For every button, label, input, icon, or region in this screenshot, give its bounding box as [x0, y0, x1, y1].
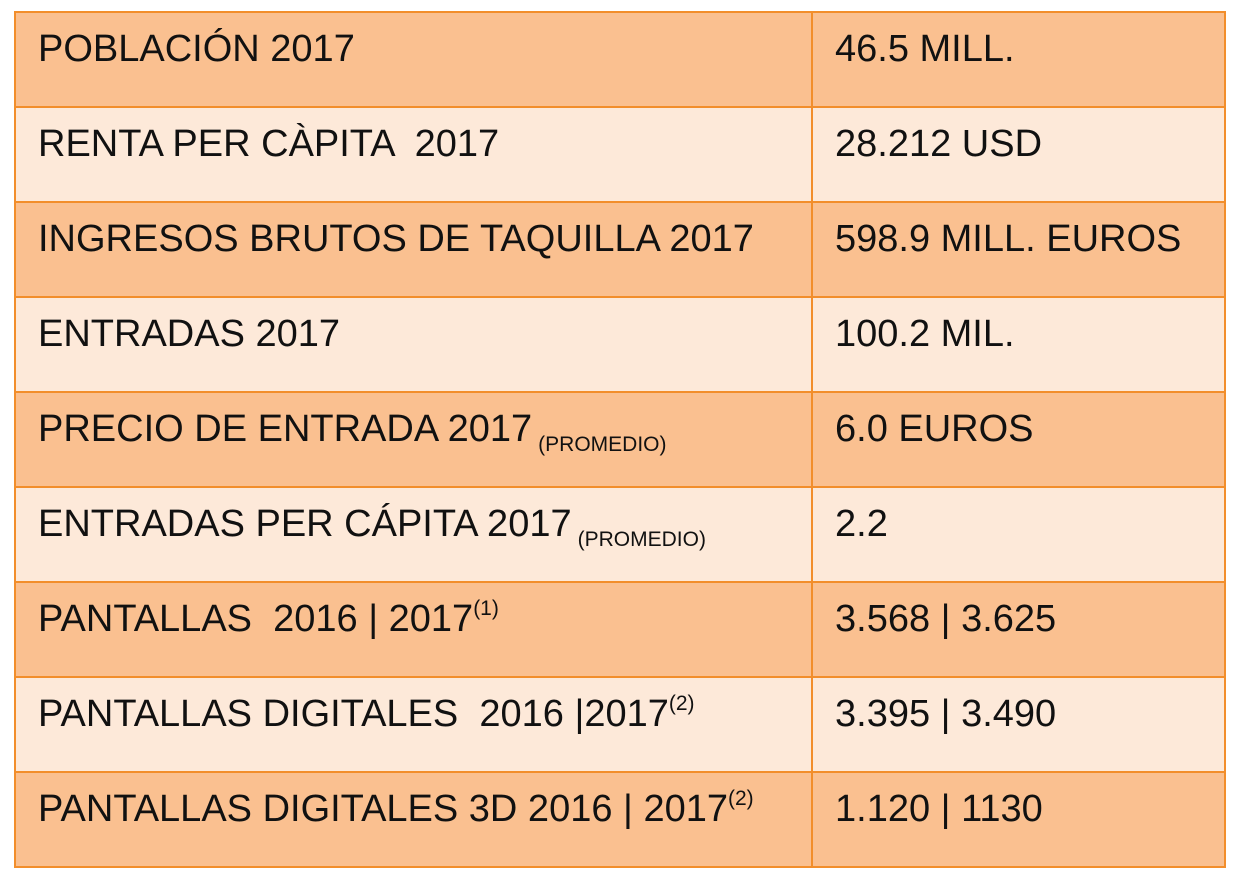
- row-value: 1.120 | 1130: [835, 788, 1043, 830]
- table-row: PANTALLAS 2016 | 2017(1) 3.568 | 3.625: [14, 581, 1226, 678]
- row-value-cell: 3.395 | 3.490: [811, 676, 1226, 773]
- row-value-cell: 2.2: [811, 486, 1226, 583]
- row-value: 6.0 EUROS: [835, 408, 1034, 450]
- row-value-cell: 1.120 | 1130: [811, 771, 1226, 868]
- table-row: POBLACIÓN 2017 46.5 MILL.: [14, 11, 1226, 108]
- row-label-cell: POBLACIÓN 2017: [14, 11, 813, 108]
- row-note: (PROMEDIO): [577, 528, 706, 551]
- row-label-cell: PANTALLAS 2016 | 2017(1): [14, 581, 813, 678]
- row-value-cell: 46.5 MILL.: [811, 11, 1226, 108]
- row-value-cell: 3.568 | 3.625: [811, 581, 1226, 678]
- row-value-cell: 6.0 EUROS: [811, 391, 1226, 488]
- row-value-cell: 598.9 MILL. EUROS: [811, 201, 1226, 298]
- row-value: 46.5 MILL.: [835, 28, 1015, 70]
- row-label: INGRESOS BRUTOS DE TAQUILLA 2017: [38, 218, 754, 260]
- row-label-cell: PRECIO DE ENTRADA 2017 (PROMEDIO): [14, 391, 813, 488]
- row-label-cell: PANTALLAS DIGITALES 3D 2016 | 2017(2): [14, 771, 813, 868]
- row-label: RENTA PER CÀPITA 2017: [38, 123, 500, 165]
- table-row: INGRESOS BRUTOS DE TAQUILLA 2017 598.9 M…: [14, 201, 1226, 298]
- row-value-cell: 28.212 USD: [811, 106, 1226, 203]
- row-label-cell: ENTRADAS PER CÁPITA 2017 (PROMEDIO): [14, 486, 813, 583]
- row-value: 28.212 USD: [835, 123, 1043, 165]
- table-row: PANTALLAS DIGITALES 2016 |2017(2) 3.395 …: [14, 676, 1226, 773]
- table-row: ENTRADAS PER CÁPITA 2017 (PROMEDIO) 2.2: [14, 486, 1226, 583]
- row-value-cell: 100.2 MIL.: [811, 296, 1226, 393]
- row-value: 2.2: [835, 503, 888, 545]
- row-label-cell: RENTA PER CÀPITA 2017: [14, 106, 813, 203]
- row-value: 3.568 | 3.625: [835, 598, 1057, 640]
- row-label: PANTALLAS DIGITALES 2016 |2017: [38, 693, 669, 735]
- cinema-statistics-table: POBLACIÓN 2017 46.5 MILL. RENTA PER CÀPI…: [14, 11, 1226, 868]
- row-footnote-mark: (2): [728, 787, 754, 810]
- table-row: ENTRADAS 2017 100.2 MIL.: [14, 296, 1226, 393]
- row-value: 3.395 | 3.490: [835, 693, 1057, 735]
- row-footnote-mark: (2): [668, 692, 695, 715]
- row-label: PRECIO DE ENTRADA 2017: [38, 408, 533, 450]
- table-row: PRECIO DE ENTRADA 2017 (PROMEDIO) 6.0 EUR…: [14, 391, 1226, 488]
- row-label-cell: ENTRADAS 2017: [14, 296, 813, 393]
- table-row: RENTA PER CÀPITA 2017 28.212 USD: [14, 106, 1226, 203]
- row-label: PANTALLAS DIGITALES 3D 2016 | 2017: [38, 788, 728, 830]
- row-note: (PROMEDIO): [538, 433, 667, 456]
- row-value: 598.9 MILL. EUROS: [835, 218, 1182, 260]
- row-footnote-mark: (1): [473, 597, 499, 620]
- row-label: POBLACIÓN 2017: [38, 28, 355, 70]
- row-label: ENTRADAS 2017: [38, 313, 341, 355]
- row-label-cell: INGRESOS BRUTOS DE TAQUILLA 2017: [14, 201, 813, 298]
- row-label: PANTALLAS 2016 | 2017: [38, 598, 474, 640]
- row-value: 100.2 MIL.: [835, 313, 1015, 355]
- table-row: PANTALLAS DIGITALES 3D 2016 | 2017(2) 1.…: [14, 771, 1226, 868]
- row-label: ENTRADAS PER CÁPITA 2017: [38, 503, 572, 545]
- row-label-cell: PANTALLAS DIGITALES 2016 |2017(2): [14, 676, 813, 773]
